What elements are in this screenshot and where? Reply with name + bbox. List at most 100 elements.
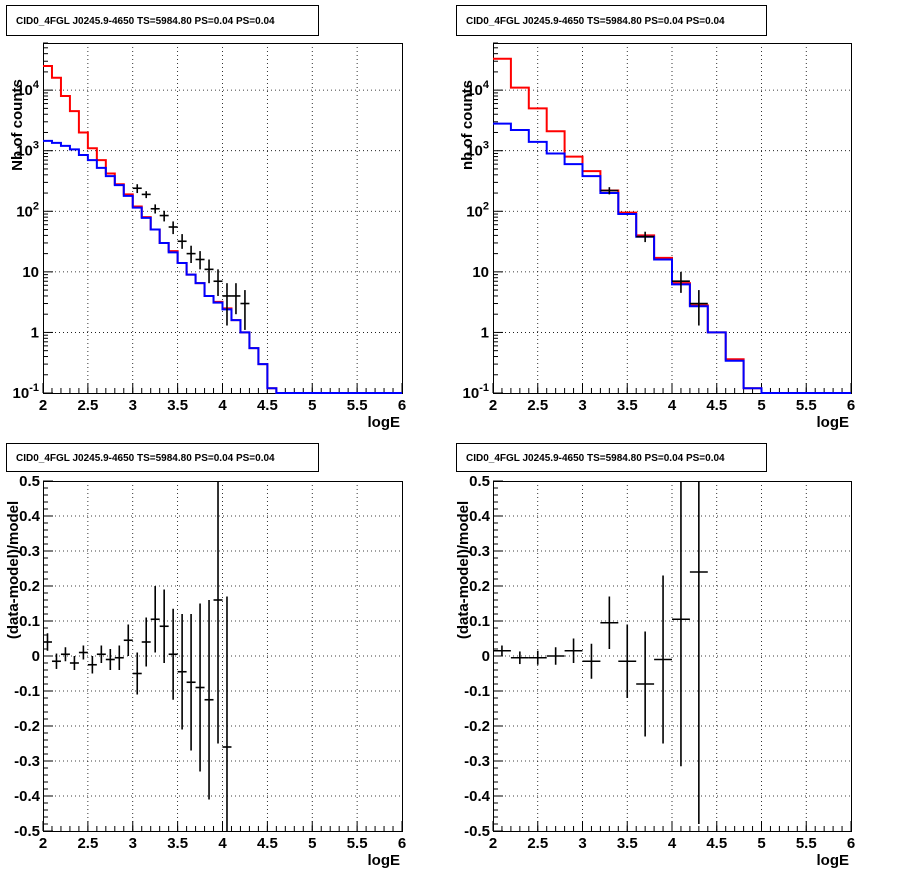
y-tick-label: 0.2 <box>469 578 490 595</box>
x-tick-label: 3.5 <box>617 397 638 414</box>
x-tick-label: 2 <box>489 397 497 414</box>
title-box <box>6 443 319 472</box>
title-box <box>456 443 767 472</box>
y-tick-label: 104 <box>466 79 490 99</box>
y-tick-label: 0.3 <box>469 543 490 560</box>
panel-counts-coarse: CID0_4FGL J0245.9-4650 TS=5984.80 PS=0.0… <box>456 5 855 431</box>
y-tick-exponent: -1 <box>479 382 489 394</box>
panel-counts-fine: CID0_4FGL J0245.9-4650 TS=5984.80 PS=0.0… <box>6 5 406 431</box>
y-tick-label: -0.1 <box>464 683 490 700</box>
x-tick-label: 4.5 <box>706 397 727 414</box>
x-tick-label: 5 <box>308 397 316 414</box>
y-tick-label: 104 <box>16 79 40 99</box>
y-tick-label: 102 <box>16 200 39 220</box>
y-tick-label: 0.1 <box>19 613 40 630</box>
x-tick-label: 5 <box>308 835 316 852</box>
plot-frame <box>43 43 403 394</box>
chart-title: CID0_4FGL J0245.9-4650 TS=5984.80 PS=0.0… <box>16 453 275 464</box>
x-tick-label: 4.5 <box>706 835 727 852</box>
y-tick-exponent: 3 <box>33 140 39 152</box>
x-tick-label: 5.5 <box>796 835 817 852</box>
x-tick-label: 2 <box>39 397 47 414</box>
y-tick-label: -0.2 <box>14 718 40 735</box>
chart-title: CID0_4FGL J0245.9-4650 TS=5984.80 PS=0.0… <box>466 453 725 464</box>
y-tick-base: 10 <box>16 82 33 99</box>
histogram-series-red <box>493 57 851 394</box>
y-tick-exponent: 4 <box>483 79 490 91</box>
y-tick-label: 0 <box>482 648 490 665</box>
x-tick-label: 2.5 <box>527 397 548 414</box>
x-tick-label: 2.5 <box>527 835 548 852</box>
y-tick-base: 10 <box>466 82 483 99</box>
x-axis-label: logE <box>817 852 850 869</box>
y-tick-label: -0.1 <box>14 683 40 700</box>
y-tick-label: -0.5 <box>464 823 490 840</box>
x-tick-label: 2 <box>489 835 497 852</box>
histogram-series-blue <box>493 122 851 394</box>
x-tick-label: 3.5 <box>167 397 188 414</box>
y-tick-exponent: 3 <box>483 140 489 152</box>
x-axis-label: logE <box>368 852 401 869</box>
y-tick-exponent: 2 <box>33 200 39 212</box>
x-tick-label: 3.5 <box>617 835 638 852</box>
x-tick-label: 4 <box>218 835 227 852</box>
x-tick-label: 5.5 <box>347 835 368 852</box>
x-tick-label: 2 <box>39 835 47 852</box>
y-tick-label: 0.5 <box>19 473 40 490</box>
y-tick-label: 0.4 <box>19 508 41 525</box>
y-tick-label: 102 <box>466 200 489 220</box>
y-tick-base: 10 <box>16 203 33 220</box>
title-box <box>456 5 767 36</box>
y-tick-exponent: 2 <box>483 200 489 212</box>
panel-residual-coarse: CID0_4FGL J0245.9-4650 TS=5984.80 PS=0.0… <box>455 443 855 869</box>
y-tick-label: -0.4 <box>464 788 491 805</box>
x-tick-label: 6 <box>398 397 406 414</box>
y-tick-label: 0.4 <box>469 508 491 525</box>
y-tick-label: -0.3 <box>14 753 40 770</box>
x-tick-label: 3 <box>129 397 137 414</box>
y-tick-exponent: -1 <box>29 382 39 394</box>
title-box <box>6 5 319 36</box>
x-tick-label: 4.5 <box>257 397 278 414</box>
x-tick-label: 2.5 <box>77 397 98 414</box>
x-axis-label: logE <box>817 414 850 431</box>
y-tick-base: 10 <box>466 143 483 160</box>
x-axis-label: logE <box>368 414 401 431</box>
x-tick-label: 2.5 <box>77 835 98 852</box>
y-tick-label: 0.5 <box>469 473 490 490</box>
y-tick-label: 10 <box>22 264 39 281</box>
panel-residual-fine: CID0_4FGL J0245.9-4650 TS=5984.80 PS=0.0… <box>5 443 406 869</box>
x-tick-label: 3 <box>129 835 137 852</box>
y-tick-base: 10 <box>463 385 480 402</box>
y-tick-label: -0.5 <box>14 823 40 840</box>
y-axis-label: nb of counts <box>459 80 476 170</box>
y-tick-base: 10 <box>466 203 483 220</box>
y-tick-label: -0.3 <box>464 753 490 770</box>
y-tick-label: 103 <box>16 140 39 160</box>
y-axis-label: Nb of counts <box>9 79 26 171</box>
x-tick-label: 5 <box>757 397 765 414</box>
y-tick-label: 10-1 <box>13 382 39 402</box>
x-tick-label: 4 <box>668 397 677 414</box>
y-tick-label: 103 <box>466 140 489 160</box>
y-tick-label: 10 <box>472 264 489 281</box>
x-tick-label: 4.5 <box>257 835 278 852</box>
y-axis-label: (data-model)/model <box>455 501 472 639</box>
x-tick-label: 6 <box>398 835 406 852</box>
chart-title: CID0_4FGL J0245.9-4650 TS=5984.80 PS=0.0… <box>466 16 725 27</box>
y-tick-label: 0 <box>32 648 40 665</box>
y-tick-label: -0.2 <box>464 718 490 735</box>
x-tick-label: 5.5 <box>796 397 817 414</box>
x-tick-label: 3 <box>578 397 586 414</box>
y-tick-exponent: 4 <box>33 79 40 91</box>
y-axis-label: (data-model)/model <box>5 501 22 639</box>
x-tick-label: 3.5 <box>167 835 188 852</box>
x-tick-label: 6 <box>847 835 855 852</box>
chart-title: CID0_4FGL J0245.9-4650 TS=5984.80 PS=0.0… <box>16 16 275 27</box>
x-tick-label: 5 <box>757 835 765 852</box>
plot-frame <box>43 481 403 832</box>
y-tick-label: 1 <box>481 324 489 341</box>
plot-frame <box>493 43 852 394</box>
x-tick-label: 5.5 <box>347 397 368 414</box>
